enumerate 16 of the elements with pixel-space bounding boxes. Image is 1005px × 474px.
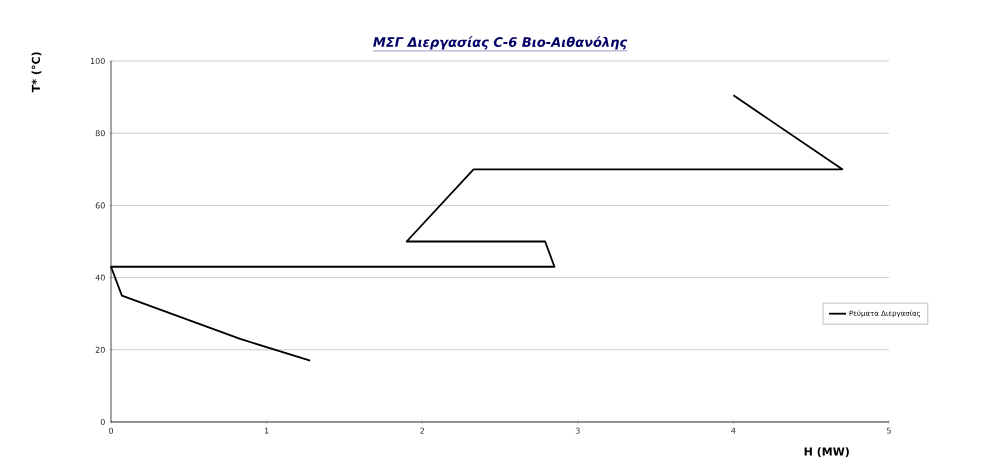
x-tick-label: 2: [420, 427, 424, 434]
chart-title: ΜΣΓ Διεργασίας C-6 Βιο-Αιθανόλης: [373, 36, 628, 50]
line-series: [110, 94, 844, 362]
y-tick-label: 80: [95, 130, 105, 137]
x-tick-label: 4: [731, 427, 736, 434]
x-tick-label: 1: [264, 427, 269, 434]
y-tick-label: 0: [100, 418, 105, 426]
y-tick-label: 40: [95, 274, 105, 281]
x-tick-label: 0: [109, 427, 114, 434]
y-tick-label: 20: [95, 346, 105, 353]
x-axis-title: H (MW): [804, 447, 849, 457]
y-axis-title: T* (°C): [31, 52, 42, 93]
x-tick-label: 5: [887, 427, 891, 434]
y-tick-label: 100: [90, 57, 105, 65]
y-tick-label: 60: [95, 202, 105, 209]
x-tick-label: 3: [575, 427, 580, 434]
